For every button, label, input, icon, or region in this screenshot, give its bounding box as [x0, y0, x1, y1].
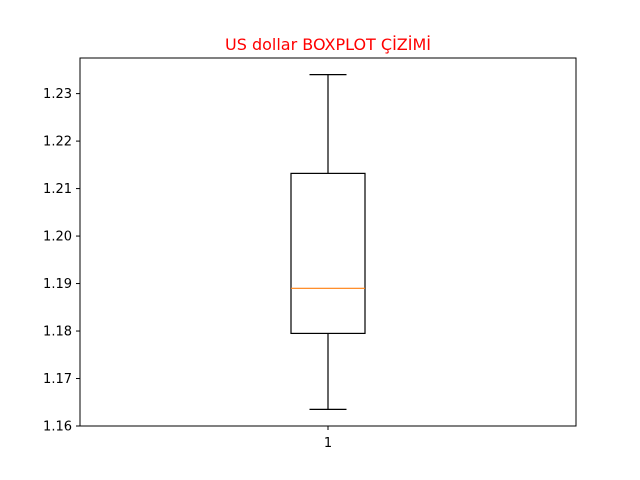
iqr-box	[290, 172, 366, 335]
y-tick-label: 1.19	[43, 277, 72, 292]
y-tick-label: 1.23	[43, 87, 72, 102]
y-tick-label: 1.22	[43, 135, 72, 150]
chart-title: US dollar BOXPLOT ÇİZİMİ	[225, 35, 431, 54]
axes-frame	[79, 57, 577, 427]
x-tick-label: 1	[324, 436, 332, 451]
y-tick-label: 1.20	[43, 230, 72, 245]
plot-area: 1.16 1.17 1.18 1.19 1.20 1.21 1.22 1.23 1	[43, 74, 366, 451]
y-tick-label: 1.18	[43, 325, 72, 340]
y-tick-label: 1.21	[43, 182, 72, 197]
y-tick-label: 1.17	[43, 372, 72, 387]
y-tick-label: 1.16	[43, 420, 72, 435]
